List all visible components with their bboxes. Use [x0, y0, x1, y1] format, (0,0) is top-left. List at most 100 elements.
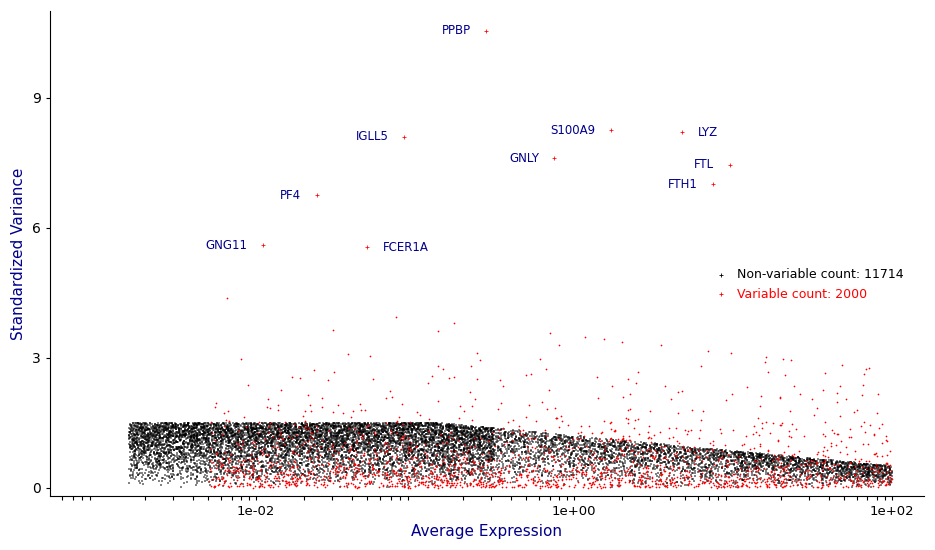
- Point: [363, 463, 378, 472]
- Point: [624, 445, 639, 454]
- Point: [134, 427, 149, 436]
- Point: [748, 468, 763, 476]
- Point: [780, 478, 795, 487]
- Point: [611, 476, 626, 485]
- Point: [280, 422, 295, 431]
- Point: [161, 438, 176, 447]
- Point: [751, 453, 766, 462]
- Point: [563, 438, 578, 447]
- Point: [398, 455, 413, 464]
- Point: [332, 427, 347, 436]
- Point: [266, 428, 281, 437]
- Point: [827, 460, 842, 469]
- Point: [400, 435, 415, 444]
- Point: [350, 437, 365, 446]
- Point: [421, 427, 436, 436]
- Point: [206, 458, 221, 466]
- Point: [381, 470, 396, 479]
- Point: [170, 438, 185, 447]
- Point: [874, 472, 889, 481]
- Point: [463, 437, 478, 446]
- Point: [292, 440, 307, 449]
- Point: [241, 441, 256, 450]
- Point: [712, 449, 727, 458]
- Point: [459, 438, 474, 447]
- Point: [603, 434, 618, 443]
- Point: [240, 447, 255, 455]
- Point: [351, 432, 366, 441]
- Point: [453, 424, 468, 432]
- Point: [744, 471, 759, 480]
- Point: [853, 475, 868, 483]
- Point: [269, 431, 284, 439]
- Point: [246, 434, 261, 443]
- Point: [569, 468, 584, 476]
- Point: [647, 439, 662, 448]
- Point: [194, 430, 209, 438]
- Point: [183, 428, 198, 437]
- Point: [710, 478, 725, 487]
- Point: [477, 431, 492, 440]
- Point: [506, 448, 521, 456]
- Point: [770, 476, 784, 485]
- Point: [546, 472, 561, 481]
- Point: [368, 442, 383, 450]
- Point: [486, 447, 501, 455]
- Point: [156, 454, 171, 463]
- Point: [161, 436, 176, 445]
- Point: [293, 471, 308, 480]
- Point: [137, 474, 152, 483]
- Point: [373, 438, 388, 447]
- Point: [291, 424, 306, 432]
- Point: [393, 439, 408, 448]
- Point: [297, 471, 312, 480]
- Point: [186, 456, 201, 465]
- Point: [501, 431, 516, 439]
- Point: [368, 430, 383, 439]
- Point: [164, 427, 179, 436]
- Point: [137, 449, 151, 458]
- Point: [169, 420, 184, 428]
- Point: [407, 467, 422, 476]
- Point: [402, 420, 417, 428]
- Point: [485, 463, 500, 471]
- Point: [619, 471, 634, 480]
- Point: [632, 469, 647, 478]
- Point: [550, 483, 565, 492]
- Point: [340, 439, 355, 448]
- Point: [152, 432, 167, 441]
- Point: [455, 450, 470, 459]
- Point: [348, 459, 363, 468]
- Point: [249, 475, 264, 484]
- Point: [339, 423, 354, 432]
- Point: [149, 420, 164, 429]
- Point: [232, 433, 247, 442]
- Point: [441, 451, 456, 460]
- Point: [172, 434, 187, 443]
- Point: [849, 469, 864, 478]
- Point: [326, 439, 341, 448]
- Point: [380, 458, 395, 467]
- Point: [417, 422, 432, 431]
- Point: [472, 431, 487, 440]
- Point: [404, 424, 419, 432]
- Point: [175, 428, 190, 437]
- Point: [822, 465, 837, 474]
- Point: [190, 430, 205, 439]
- Point: [250, 447, 265, 456]
- Point: [304, 429, 319, 438]
- Point: [473, 477, 488, 486]
- Point: [369, 466, 384, 475]
- Point: [417, 448, 432, 457]
- Point: [168, 437, 183, 446]
- Point: [525, 466, 539, 475]
- Point: [174, 431, 189, 440]
- Point: [371, 438, 386, 447]
- Point: [696, 444, 711, 453]
- Point: [673, 471, 688, 480]
- Point: [268, 426, 283, 434]
- Point: [403, 439, 418, 448]
- Point: [306, 462, 321, 471]
- Point: [300, 420, 315, 428]
- Point: [255, 433, 270, 442]
